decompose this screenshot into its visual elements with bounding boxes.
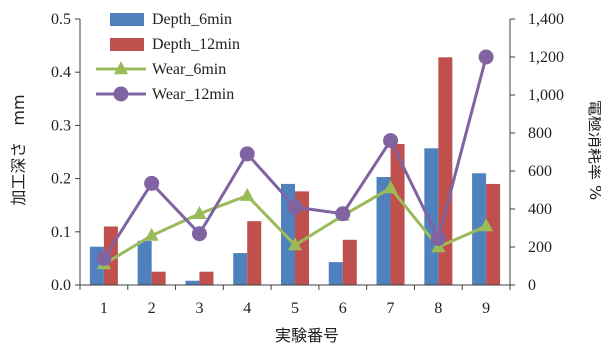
x-tick-label: 2 xyxy=(148,300,156,317)
right-tick-label: 1,200 xyxy=(528,49,564,66)
point-wear-6min xyxy=(288,237,302,251)
line-layer xyxy=(96,49,494,270)
legend-label-depth-12min: Depth_12min xyxy=(152,36,240,53)
right-tick-label: 400 xyxy=(528,201,552,218)
x-tick-label: 5 xyxy=(291,300,299,317)
bar-depth-12min xyxy=(390,144,405,285)
x-tick-label: 8 xyxy=(434,300,442,317)
legend-marker-wear-12min xyxy=(113,86,129,102)
point-wear-12min xyxy=(430,230,446,246)
bar-depth-6min xyxy=(328,262,343,285)
right-tick-label: 800 xyxy=(528,125,552,142)
point-wear-12min xyxy=(383,133,399,149)
left-tick-label: 0.3 xyxy=(51,117,71,134)
bar-depth-6min xyxy=(185,280,200,285)
legend-swatch-depth-6min xyxy=(110,13,144,26)
point-wear-12min xyxy=(96,250,112,266)
bar-depth-6min xyxy=(376,177,391,285)
x-axis-ticks: 1 2 3 4 5 6 7 8 9 xyxy=(79,285,511,317)
point-wear-6min xyxy=(192,205,207,219)
point-wear-12min xyxy=(191,226,207,242)
legend-swatch-depth-12min xyxy=(110,38,144,51)
left-tick-label: 0.1 xyxy=(51,224,71,241)
bar-depth-12min xyxy=(151,271,166,285)
left-tick-label: 0.0 xyxy=(51,277,71,294)
point-wear-12min xyxy=(478,49,494,65)
bar-depth-12min xyxy=(295,191,309,285)
right-tick-label: 200 xyxy=(528,239,552,256)
x-axis-title: 実験番号 xyxy=(275,326,339,345)
right-tick-label: 1,000 xyxy=(528,87,564,104)
left-axis-ticks: 0.0 0.1 0.2 0.3 0.4 0.5 xyxy=(51,11,80,294)
axes-layer xyxy=(79,19,511,286)
bar-depth-12min xyxy=(342,239,357,285)
x-tick-label: 1 xyxy=(100,300,108,317)
legend-label-depth-6min: Depth_6min xyxy=(152,11,232,28)
legend: Depth_6min Depth_12min Wear_6min Wear_12min xyxy=(96,11,240,103)
left-tick-label: 0.4 xyxy=(51,64,71,81)
left-tick-label: 0.2 xyxy=(51,171,71,188)
legend-label-wear-12min: Wear_12min xyxy=(152,86,234,103)
x-tick-label: 7 xyxy=(387,300,395,317)
x-tick-label: 6 xyxy=(339,300,347,317)
legend-label-wear-6min: Wear_6min xyxy=(152,61,226,78)
bar-depth-6min xyxy=(233,253,248,285)
point-wear-6min xyxy=(144,227,159,241)
x-tick-label: 4 xyxy=(243,300,251,317)
point-wear-12min xyxy=(239,146,255,162)
bar-depth-12min xyxy=(486,183,501,285)
bar-depth-6min xyxy=(137,240,152,285)
point-wear-6min xyxy=(240,187,255,201)
point-wear-6min xyxy=(383,180,398,194)
x-tick-label: 3 xyxy=(195,300,203,317)
point-wear-12min xyxy=(287,199,303,215)
legend-marker-wear-6min xyxy=(114,61,128,75)
left-tick-label: 0.5 xyxy=(51,11,71,28)
right-tick-label: 1,400 xyxy=(528,11,564,28)
point-wear-12min xyxy=(335,206,351,222)
bar-depth-12min xyxy=(247,221,262,285)
right-axis-title: 電極消耗率 % xyxy=(586,100,601,200)
x-tick-label: 9 xyxy=(482,300,490,317)
right-tick-label: 0 xyxy=(528,277,536,294)
right-tick-label: 600 xyxy=(528,163,552,180)
bar-depth-12min xyxy=(199,271,214,285)
left-axis-title: 加工深さ mm xyxy=(9,94,28,205)
point-wear-6min xyxy=(479,218,494,232)
point-wear-12min xyxy=(144,175,160,191)
right-axis-ticks: 0 200 400 600 800 1,000 1,200 1,400 xyxy=(510,11,564,294)
